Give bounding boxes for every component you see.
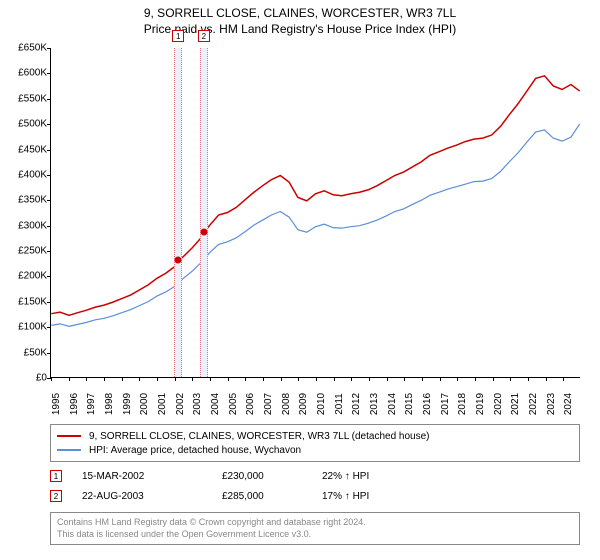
sale-date-1: 15-MAR-2002 (82, 471, 222, 482)
title-line-1: 9, SORRELL CLOSE, CLAINES, WORCESTER, WR… (0, 6, 600, 22)
x-tick-label: 2009 (298, 393, 309, 415)
x-tick-label: 2021 (510, 393, 521, 415)
series-line-property (51, 76, 579, 315)
legend-row-property: 9, SORRELL CLOSE, CLAINES, WORCESTER, WR… (57, 429, 573, 443)
x-tick-label: 2022 (528, 393, 539, 415)
footer-attribution: Contains HM Land Registry data © Crown c… (50, 512, 580, 545)
x-tick-label: 2004 (210, 393, 221, 415)
y-tick-label: £350K (1, 195, 47, 206)
y-tick-label: £50K (1, 347, 47, 358)
sale-price-1: £230,000 (222, 471, 322, 482)
x-tick-label: 1999 (122, 393, 133, 415)
sale-marker-box: 1 (172, 30, 184, 42)
x-tick-label: 2006 (245, 393, 256, 415)
y-tick-label: £150K (1, 296, 47, 307)
y-tick-label: £450K (1, 144, 47, 155)
sales-row-2: 2 22-AUG-2003 £285,000 17% ↑ HPI (50, 486, 580, 506)
x-tick-label: 2000 (139, 393, 150, 415)
x-tick-label: 2019 (475, 393, 486, 415)
x-tick-label: 2016 (422, 393, 433, 415)
chart-plot-area: £0£50K£100K£150K£200K£250K£300K£350K£400… (50, 48, 580, 378)
x-tick-label: 2011 (334, 393, 345, 415)
sale-band (174, 48, 182, 377)
x-tick-label: 2012 (351, 393, 362, 415)
sale-hpi-1: 22% ↑ HPI (322, 471, 402, 482)
legend-label-hpi: HPI: Average price, detached house, Wych… (89, 445, 301, 456)
sales-row-1: 1 15-MAR-2002 £230,000 22% ↑ HPI (50, 466, 580, 486)
title-line-2: Price paid vs. HM Land Registry's House … (0, 22, 600, 38)
x-tick-label: 2023 (546, 393, 557, 415)
y-tick-label: £250K (1, 246, 47, 257)
y-tick-label: £100K (1, 322, 47, 333)
sale-date-2: 22-AUG-2003 (82, 491, 222, 502)
legend-row-hpi: HPI: Average price, detached house, Wych… (57, 443, 573, 457)
sale-price-2: £285,000 (222, 491, 322, 502)
y-tick-label: £200K (1, 271, 47, 282)
x-tick-label: 1995 (51, 393, 62, 415)
sale-dot (200, 229, 207, 236)
x-tick-label: 2010 (316, 393, 327, 415)
x-tick-label: 2003 (192, 393, 203, 415)
series-line-hpi (51, 124, 579, 326)
x-tick-label: 2013 (369, 393, 380, 415)
y-tick-label: £500K (1, 119, 47, 130)
chart-title: 9, SORRELL CLOSE, CLAINES, WORCESTER, WR… (0, 0, 600, 37)
sale-marker-1: 1 (50, 470, 62, 482)
x-tick-label: 2007 (263, 393, 274, 415)
x-tick-label: 2018 (457, 393, 468, 415)
x-tick-label: 2020 (493, 393, 504, 415)
y-tick-label: £0 (1, 373, 47, 384)
x-tick-label: 2015 (404, 393, 415, 415)
x-tick-label: 1996 (69, 393, 80, 415)
x-tick-label: 1997 (86, 393, 97, 415)
legend-swatch-property (57, 435, 81, 437)
sales-table: 1 15-MAR-2002 £230,000 22% ↑ HPI 2 22-AU… (50, 466, 580, 506)
sale-hpi-2: 17% ↑ HPI (322, 491, 402, 502)
y-tick-label: £400K (1, 169, 47, 180)
footer-line-2: This data is licensed under the Open Gov… (57, 529, 573, 541)
y-tick-label: £600K (1, 68, 47, 79)
x-tick-label: 2008 (281, 393, 292, 415)
sale-dot (175, 257, 182, 264)
x-tick-label: 2024 (563, 393, 574, 415)
y-tick-label: £300K (1, 220, 47, 231)
x-tick-label: 2002 (175, 393, 186, 415)
x-tick-label: 2001 (157, 393, 168, 415)
x-tick-label: 2014 (387, 393, 398, 415)
y-tick-label: £650K (1, 43, 47, 54)
x-tick-label: 2005 (228, 393, 239, 415)
y-tick-label: £550K (1, 93, 47, 104)
sale-marker-2: 2 (50, 490, 62, 502)
chart-lines-svg (51, 48, 580, 377)
legend-box: 9, SORRELL CLOSE, CLAINES, WORCESTER, WR… (50, 424, 580, 462)
sale-marker-box: 2 (198, 30, 210, 42)
x-tick-label: 1998 (104, 393, 115, 415)
footer-line-1: Contains HM Land Registry data © Crown c… (57, 517, 573, 529)
x-tick-label: 2017 (440, 393, 451, 415)
legend-swatch-hpi (57, 449, 81, 451)
sale-band (200, 48, 208, 377)
legend-label-property: 9, SORRELL CLOSE, CLAINES, WORCESTER, WR… (89, 431, 430, 442)
